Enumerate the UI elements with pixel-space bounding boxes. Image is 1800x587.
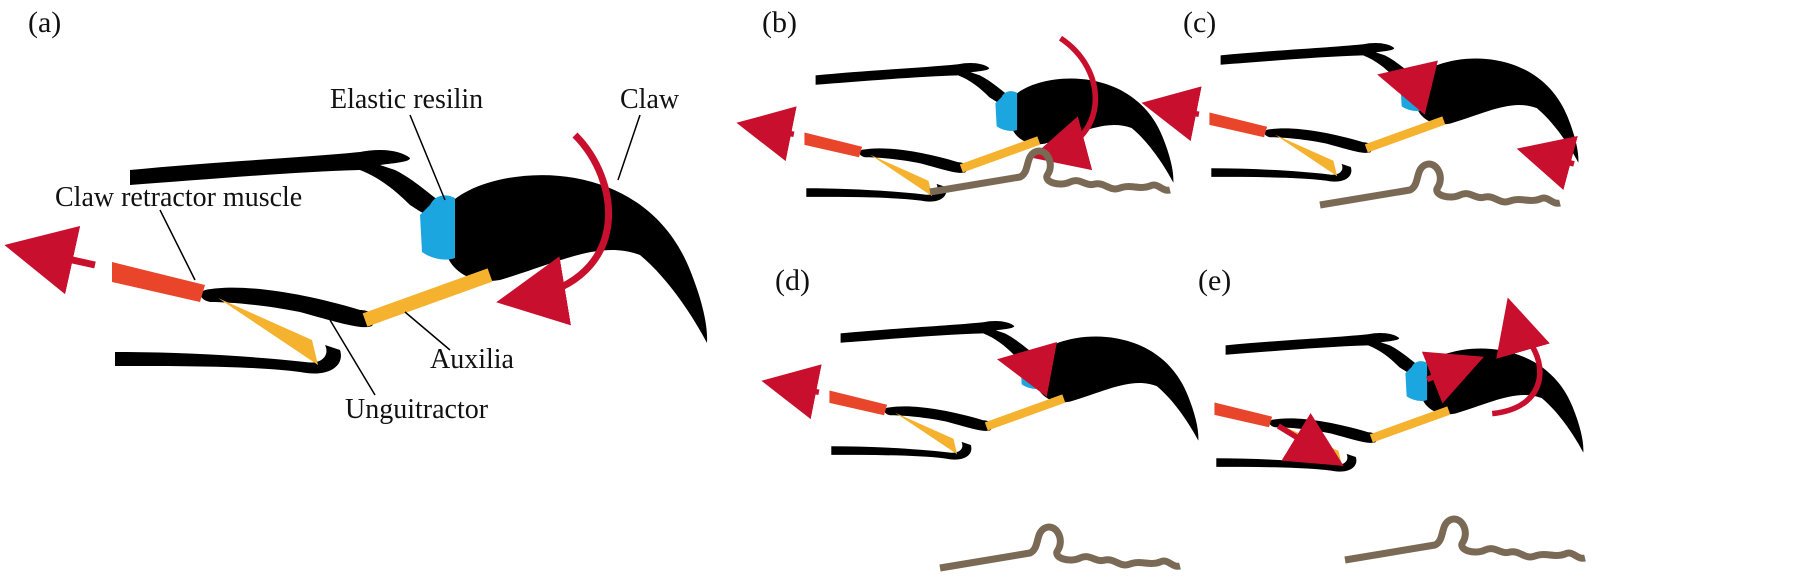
resilin-force-arrow-e xyxy=(1421,351,1484,404)
resilin-force-arrow-c xyxy=(1377,60,1438,115)
label-claw: Claw xyxy=(620,84,680,115)
claw-rotation-arrow-a xyxy=(496,132,613,326)
claw-apparatus-c xyxy=(1209,43,1578,182)
muscle-pull-arrow-b xyxy=(736,106,797,162)
leader-muscle xyxy=(159,209,196,281)
panel-b: (b) xyxy=(736,6,1173,202)
panel-e-label: (e) xyxy=(1198,264,1231,297)
label-auxilia: Auxilia xyxy=(430,344,515,375)
leader-unguitractor xyxy=(329,319,376,396)
leader-claw xyxy=(617,114,641,181)
panel-a: (a) Elastic resilin Claw Claw retractor … xyxy=(4,6,707,425)
substrate-d xyxy=(940,527,1180,568)
leader-auxilia xyxy=(404,311,451,351)
muscle-pull-arrow-d xyxy=(761,364,822,420)
tendon-force-arrow-e xyxy=(1276,413,1344,466)
muscle-pull-arrow-a xyxy=(4,225,96,295)
panel-c-label: (c) xyxy=(1183,6,1216,39)
leader-resilin xyxy=(409,114,446,201)
claw-rotation-arrow-e xyxy=(1491,297,1550,417)
panel-d-label: (d) xyxy=(775,264,810,297)
claw-rotation-arrow-b xyxy=(1031,35,1098,171)
substrate-force-arrow-c xyxy=(1516,136,1578,190)
label-unguitractor: Unguitractor xyxy=(345,394,489,425)
resilin-force-arrow-d xyxy=(997,342,1057,397)
panel-a-label: (a) xyxy=(28,6,61,39)
panel-b-label: (b) xyxy=(762,6,797,39)
label-elastic-resilin: Elastic resilin xyxy=(330,84,483,115)
label-claw-retractor-muscle: Claw retractor muscle xyxy=(55,182,302,213)
panel-e: (e) xyxy=(1198,264,1585,560)
panel-d: (d) xyxy=(761,264,1198,568)
substrate-e xyxy=(1345,519,1585,560)
substrate-c xyxy=(1320,164,1560,205)
muscle-pull-arrow-c xyxy=(1141,86,1202,142)
panel-c: (c) xyxy=(1141,6,1578,205)
claw-apparatus-d xyxy=(829,321,1198,460)
